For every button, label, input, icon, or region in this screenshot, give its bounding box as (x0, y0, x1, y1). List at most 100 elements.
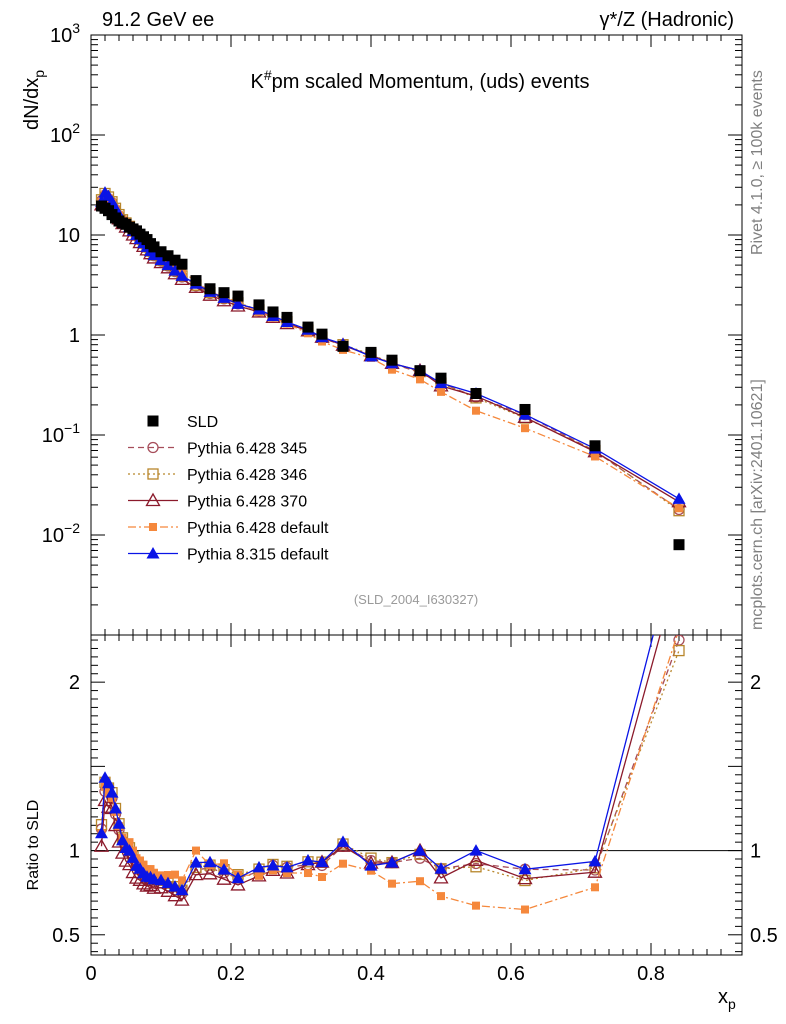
ratio-point (283, 869, 291, 878)
legend-item: Pythia 6.428 370 (128, 492, 307, 511)
legend-marker (149, 523, 157, 531)
ratio-point (588, 854, 602, 867)
data-point (267, 306, 279, 318)
data-point (435, 372, 447, 384)
ratio-point (161, 876, 175, 889)
header-energy-label: 91.2 GeV ee (102, 9, 214, 31)
ratio-point (203, 855, 217, 868)
ratio-point (255, 871, 263, 880)
x-axis-label-sub: p (728, 996, 736, 1012)
legend-item: Pythia 6.428 346 (128, 467, 307, 484)
ratio-series-pythia-8-315-default (95, 528, 686, 896)
plot-title-post: pm scaled Momentum, (uds) events (272, 71, 590, 93)
ratio-tick-label-right: 2 (750, 672, 761, 694)
data-point (232, 290, 244, 302)
ratio-point (437, 892, 445, 901)
data-point (337, 340, 349, 352)
legend-label: Pythia 6.428 346 (187, 467, 307, 484)
ratio-point (154, 873, 168, 886)
x-tick-label: 0.2 (217, 963, 245, 985)
data-point (591, 452, 599, 461)
data-point (281, 311, 293, 323)
ratio-point (125, 838, 134, 847)
ratio-point (280, 860, 294, 873)
ratio-point (168, 880, 182, 892)
ratio-point (121, 856, 138, 871)
data-point (437, 387, 445, 396)
data-point (176, 258, 188, 270)
ratio-axis-label: Ratio to SLD (25, 800, 42, 891)
ratio-point (587, 864, 603, 878)
x-axis-label-main: x (718, 986, 728, 1008)
data-point (162, 250, 174, 262)
ratio-point (216, 871, 232, 885)
y-axis-label: dN/dxp (21, 70, 47, 130)
legend-label: Pythia 8.315 default (187, 547, 329, 564)
ratio-point (367, 866, 375, 875)
ratio-point (673, 528, 686, 540)
ratio-tick-label-right: 1 (750, 841, 761, 863)
data-point (388, 365, 396, 374)
ratio-point (192, 846, 200, 855)
ratio-point (108, 793, 116, 802)
ratio-point (304, 869, 312, 878)
data-point (416, 375, 424, 384)
ratio-point (517, 870, 533, 885)
ratio-point (136, 856, 144, 865)
ratio-line (100, 639, 680, 895)
x-tick-label: 0.8 (637, 963, 665, 985)
plot-title: K#pm scaled Momentum, (uds) events (250, 67, 589, 93)
ratio-point (301, 853, 315, 866)
series-pythia-6-428-default (97, 190, 683, 513)
mcplots-label: mcplots.cern.ch [arXiv:2401.10621] (749, 379, 766, 630)
data-point (161, 258, 175, 271)
ratio-point (174, 892, 190, 906)
ratio-point (178, 876, 186, 885)
data-point (521, 424, 529, 433)
ratio-point (518, 862, 532, 875)
ratio-tick-label-right: 0.5 (750, 925, 778, 947)
ratio-point (230, 877, 246, 891)
data-point (155, 246, 167, 258)
data-point (673, 539, 685, 551)
y-tick-label: 103 (50, 20, 80, 47)
data-point (154, 253, 168, 266)
series-pythia-6-428-346 (95, 187, 685, 517)
ratio-point (413, 844, 427, 856)
ratio-point (336, 835, 350, 847)
x-tick-label: 0 (85, 963, 96, 985)
legend-label: Pythia 6.428 345 (187, 441, 307, 458)
header-process-label: γ*/Z (Hadronic) (600, 9, 734, 31)
ratio-point (189, 856, 203, 868)
ratio-point (231, 871, 245, 884)
main-plot-frame (90, 34, 743, 636)
ratio-point (100, 799, 117, 813)
ratio-point (470, 861, 482, 873)
data-point (519, 403, 531, 415)
data-point (316, 328, 328, 340)
ratio-point (318, 872, 326, 881)
ratio-tick-label: 1 (69, 841, 80, 863)
x-tick-label: 0.6 (497, 963, 525, 985)
ratio-tick-label: 2 (69, 672, 80, 694)
y-tick-label: 10−2 (42, 520, 80, 547)
ratio-point (142, 877, 159, 892)
x-axis-label: xp (718, 986, 736, 1012)
plot-title-pre: K (250, 71, 264, 93)
data-point (168, 264, 182, 276)
ratio-point (416, 877, 424, 886)
ratio-point (102, 776, 115, 789)
legend-marker (147, 441, 159, 454)
legend-label: Pythia 6.428 370 (187, 494, 307, 511)
ratio-point (469, 844, 483, 856)
legend-marker (145, 492, 161, 507)
series-line (100, 193, 680, 509)
ratio-point (175, 883, 189, 896)
y-axis-label-main: dN/dx (21, 78, 43, 130)
rivet-label: Rivet 4.1.0, ≥ 100k events (749, 70, 766, 255)
ratio-point (385, 856, 399, 868)
data-point (589, 440, 601, 452)
data-point (190, 275, 202, 287)
ratio-point (315, 855, 329, 868)
